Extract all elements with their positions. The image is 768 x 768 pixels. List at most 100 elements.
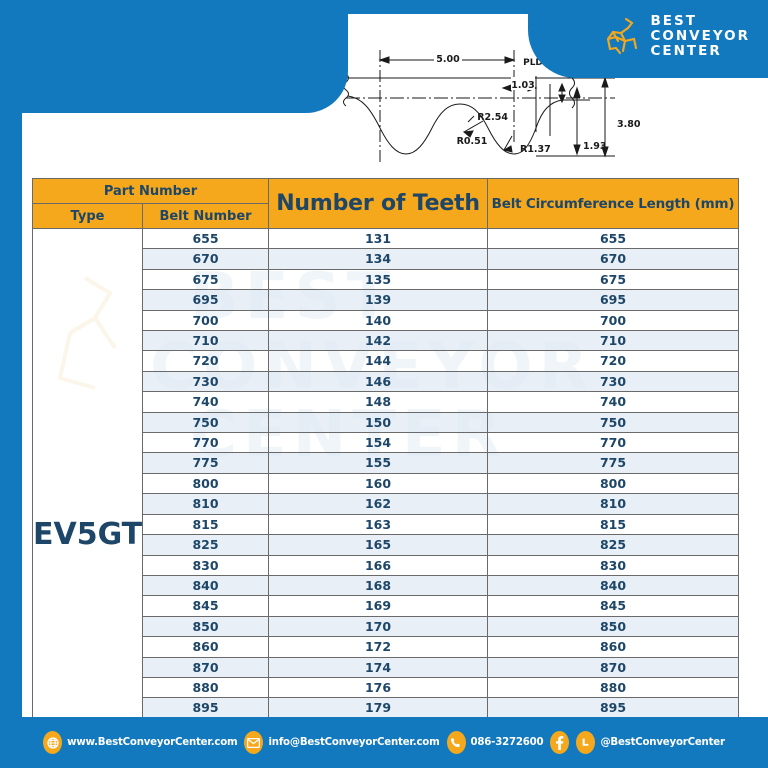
table-head: Part Number Number of Teeth Belt Circumf… <box>31 178 740 229</box>
dim-5-00: 5.00 <box>436 54 460 65</box>
cell-belt: 775 <box>141 452 270 474</box>
table-row: 675 135 675 <box>33 268 740 291</box>
table-row: 770 154 770 <box>33 432 740 454</box>
dim-3-80: 3.80 <box>617 119 640 130</box>
logo-background-blob <box>528 0 768 78</box>
cell-teeth: 140 <box>268 309 489 332</box>
cell-belt: 770 <box>141 432 270 454</box>
cell-circ: 895 <box>487 697 740 719</box>
cell-teeth: 162 <box>268 493 489 515</box>
belt-tooth-profile-diagram: 5.00 1.03 PLD 0.5715 3.80 1.93 R2.54 R1.… <box>340 36 641 168</box>
cell-belt: 710 <box>141 330 270 352</box>
cell-teeth: 168 <box>268 574 489 597</box>
cell-circ: 845 <box>487 595 740 617</box>
cell-belt: 895 <box>141 697 270 719</box>
cell-circ: 860 <box>487 636 740 658</box>
dim-pld: PLD <box>523 58 543 68</box>
cell-belt: 850 <box>141 615 270 638</box>
frame-left-bar <box>0 0 22 717</box>
cell-circ: 840 <box>487 574 740 597</box>
cell-circ: 825 <box>487 534 740 556</box>
table-row: EV5GT 655 131 655 <box>32 227 740 768</box>
cell-teeth: 148 <box>268 391 489 413</box>
header-row-bottom: Type Belt Number <box>32 203 739 229</box>
table-row: 670 134 670 <box>33 248 740 270</box>
title-banner <box>0 0 348 113</box>
cell-belt: 825 <box>141 534 270 556</box>
cell-circ: 850 <box>487 615 740 638</box>
cell-teeth: 131 <box>268 227 489 250</box>
footer-item[interactable]: 086-3272600 <box>446 731 544 754</box>
cell-teeth: 146 <box>268 370 489 393</box>
cell-teeth: 150 <box>268 411 489 434</box>
cell-teeth: 179 <box>268 697 489 719</box>
table-row: 830 166 830 <box>33 554 740 576</box>
contact-footer: www.BestConveyorCenter.com info@BestConve… <box>0 717 768 768</box>
cell-teeth: 170 <box>268 615 489 638</box>
dim-r0-51: R0.51 <box>457 136 488 147</box>
dim-r1-37: R1.37 <box>520 144 551 155</box>
cell-belt: 720 <box>141 350 270 372</box>
table-row: 825 165 825 <box>33 534 740 556</box>
line-icon[interactable] <box>576 731 596 754</box>
cell-belt: 750 <box>141 411 270 434</box>
footer-item[interactable]: @BestConveyorCenter <box>576 731 725 754</box>
phone-icon[interactable] <box>446 731 466 754</box>
footer-text: 086-3272600 <box>470 737 544 748</box>
globe-icon[interactable] <box>43 731 63 754</box>
cell-teeth: 142 <box>268 330 489 352</box>
cell-belt: 845 <box>141 595 270 617</box>
cell-circ: 670 <box>487 248 740 270</box>
table-body: EV5GT 655 131 655 670 134 670 675 135 675 695 139 69… <box>32 227 740 768</box>
cell-teeth: 155 <box>268 452 489 474</box>
facebook-icon[interactable] <box>550 731 570 754</box>
cell-circ: 655 <box>487 227 740 250</box>
cell-teeth: 134 <box>268 248 489 270</box>
envelope-icon[interactable] <box>244 731 264 754</box>
cell-circ: 675 <box>487 268 740 291</box>
footer-item[interactable]: www.BestConveyorCenter.com <box>43 731 238 754</box>
cell-circ: 810 <box>487 493 740 515</box>
spec-table: Part Number Number of Teeth Belt Circumf… <box>31 178 740 768</box>
cell-belt: 730 <box>141 370 270 393</box>
cell-belt: 840 <box>141 574 270 597</box>
cell-belt: 810 <box>141 493 270 515</box>
cell-belt: 815 <box>141 513 270 536</box>
footer-item[interactable]: info@BestConveyorCenter.com <box>244 731 440 754</box>
table-row: 860 172 860 <box>33 636 740 658</box>
cell-circ: 800 <box>487 472 740 495</box>
table-row: 810 162 810 <box>33 493 740 515</box>
table-row: 880 176 880 <box>33 676 740 699</box>
cell-teeth: 144 <box>268 350 489 372</box>
goat-logo-icon <box>601 15 641 57</box>
cell-circ: 750 <box>487 411 740 434</box>
cell-belt: 740 <box>141 391 270 413</box>
footer-text: @BestConveyorCenter <box>600 737 725 748</box>
cell-type-ev5gt: EV5GT <box>32 227 143 768</box>
table-row: 720 144 720 <box>33 350 740 372</box>
footer-item[interactable] <box>550 731 570 754</box>
column-header-type: Type <box>32 203 143 229</box>
footer-text: info@BestConveyorCenter.com <box>268 737 440 748</box>
logo-text-best: BEST <box>650 13 697 29</box>
cell-teeth: 165 <box>268 534 489 556</box>
cell-belt: 670 <box>141 248 270 270</box>
cell-belt: 800 <box>141 472 270 495</box>
column-header-belt-circumference: Belt Circumference Length (mm) <box>487 178 740 229</box>
cell-teeth: 172 <box>268 636 489 658</box>
header-row-top: Part Number Number of Teeth Belt Circumf… <box>31 178 740 229</box>
cell-circ: 815 <box>487 513 740 536</box>
table-row: 850 170 850 <box>33 615 740 638</box>
cell-belt: 695 <box>141 289 270 311</box>
logo-text-center: CENTER <box>650 43 722 60</box>
cell-belt: 700 <box>141 309 270 332</box>
cell-belt: 830 <box>141 554 270 576</box>
table-row: 840 168 840 <box>33 574 740 597</box>
table-row: 700 140 700 <box>33 309 740 332</box>
cell-teeth: 139 <box>268 289 489 311</box>
table-row: 740 148 740 <box>33 391 740 413</box>
cell-teeth: 160 <box>268 472 489 495</box>
dim-1-03: 1.03 <box>511 80 534 91</box>
dim-r2-54: R2.54 <box>477 112 508 123</box>
